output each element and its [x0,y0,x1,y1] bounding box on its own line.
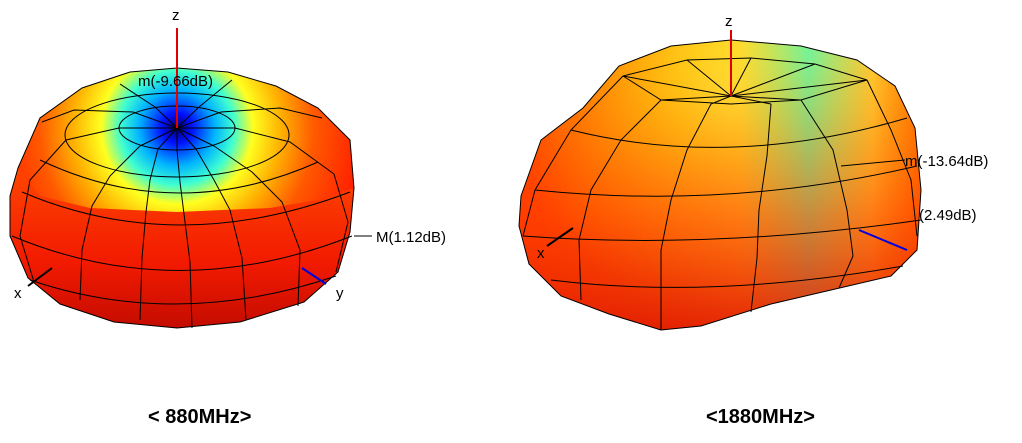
y-axis-label: y [336,285,344,302]
y-axis [858,229,908,251]
caption-1880mhz: <1880MHz> [706,406,815,428]
max-marker-label: M(1.12dB) [376,229,446,246]
pattern-1880mhz-panel: z x m(-13.64dB) (2.49dB) <1880MHz> [511,0,1022,443]
min-marker-label: m(-9.66dB) [138,73,213,90]
pattern-880mhz-panel: z x y m(-9.66dB) M(1.12dB) < 880MHz> [9,7,446,428]
x-axis [546,227,574,247]
x-axis [27,267,53,287]
min-marker-label: m(-13.64dB) [905,153,988,170]
caption-880mhz: < 880MHz> [148,406,252,428]
z-axis-label: z [172,7,180,24]
pattern-1880-bottom [519,40,921,330]
pattern-880mhz-plot: z x y m(-9.66dB) M(1.12dB) [9,7,446,329]
y-axis [301,267,327,285]
max-marker-label: (2.49dB) [919,207,977,224]
x-axis-label: x [537,245,545,262]
pattern-1880mhz-plot: z x m(-13.64dB) (2.49dB) [518,13,988,331]
x-axis-label: x [14,285,22,302]
pattern-1880-mesh [518,39,922,331]
min-marker-leader [840,159,906,167]
pattern-880-mesh [9,67,355,329]
z-axis-label: z [725,13,733,30]
